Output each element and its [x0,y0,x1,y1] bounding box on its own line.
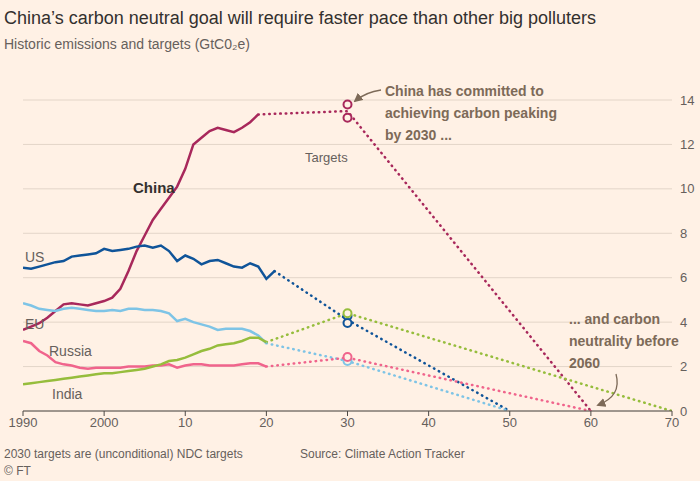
svg-text:40: 40 [421,415,435,430]
svg-text:Russia: Russia [49,343,92,359]
svg-text:0: 0 [680,404,687,419]
svg-text:50: 50 [503,415,517,430]
svg-text:2: 2 [680,359,687,374]
svg-text:China: China [133,179,175,196]
svg-text:20: 20 [259,415,273,430]
svg-text:US: US [25,249,44,265]
svg-text:2030 targets are (unconditiona: 2030 targets are (unconditional) NDC tar… [8,447,243,461]
svg-text:Source: Climate Action Tracker: Source: Climate Action Tracker [300,447,465,461]
svg-text:6: 6 [680,270,687,285]
svg-text:14: 14 [680,93,692,108]
svg-text:India: India [52,386,83,402]
svg-text:2000: 2000 [90,415,119,430]
svg-text:8: 8 [680,226,687,241]
svg-text:... and carbonneutrality befor: ... and carbonneutrality before2060 [569,311,679,371]
svg-text:70: 70 [665,415,679,430]
svg-text:EU: EU [25,316,44,332]
svg-text:10: 10 [680,181,692,196]
svg-text:China’s carbon neutral goal wi: China’s carbon neutral goal will require… [8,8,596,28]
svg-text:30: 30 [340,415,354,430]
svg-text:10: 10 [178,415,192,430]
svg-text:1990: 1990 [9,415,38,430]
svg-text:4: 4 [680,315,687,330]
svg-text:Historic emissions and targets: Historic emissions and targets (GtC0₂e) [8,36,250,52]
svg-text:China has committed toachievin: China has committed toachieving carbon p… [385,83,557,143]
svg-text:12: 12 [680,137,692,152]
svg-text:60: 60 [584,415,598,430]
svg-text:Targets: Targets [305,150,348,165]
svg-text:© FT: © FT [8,464,32,478]
